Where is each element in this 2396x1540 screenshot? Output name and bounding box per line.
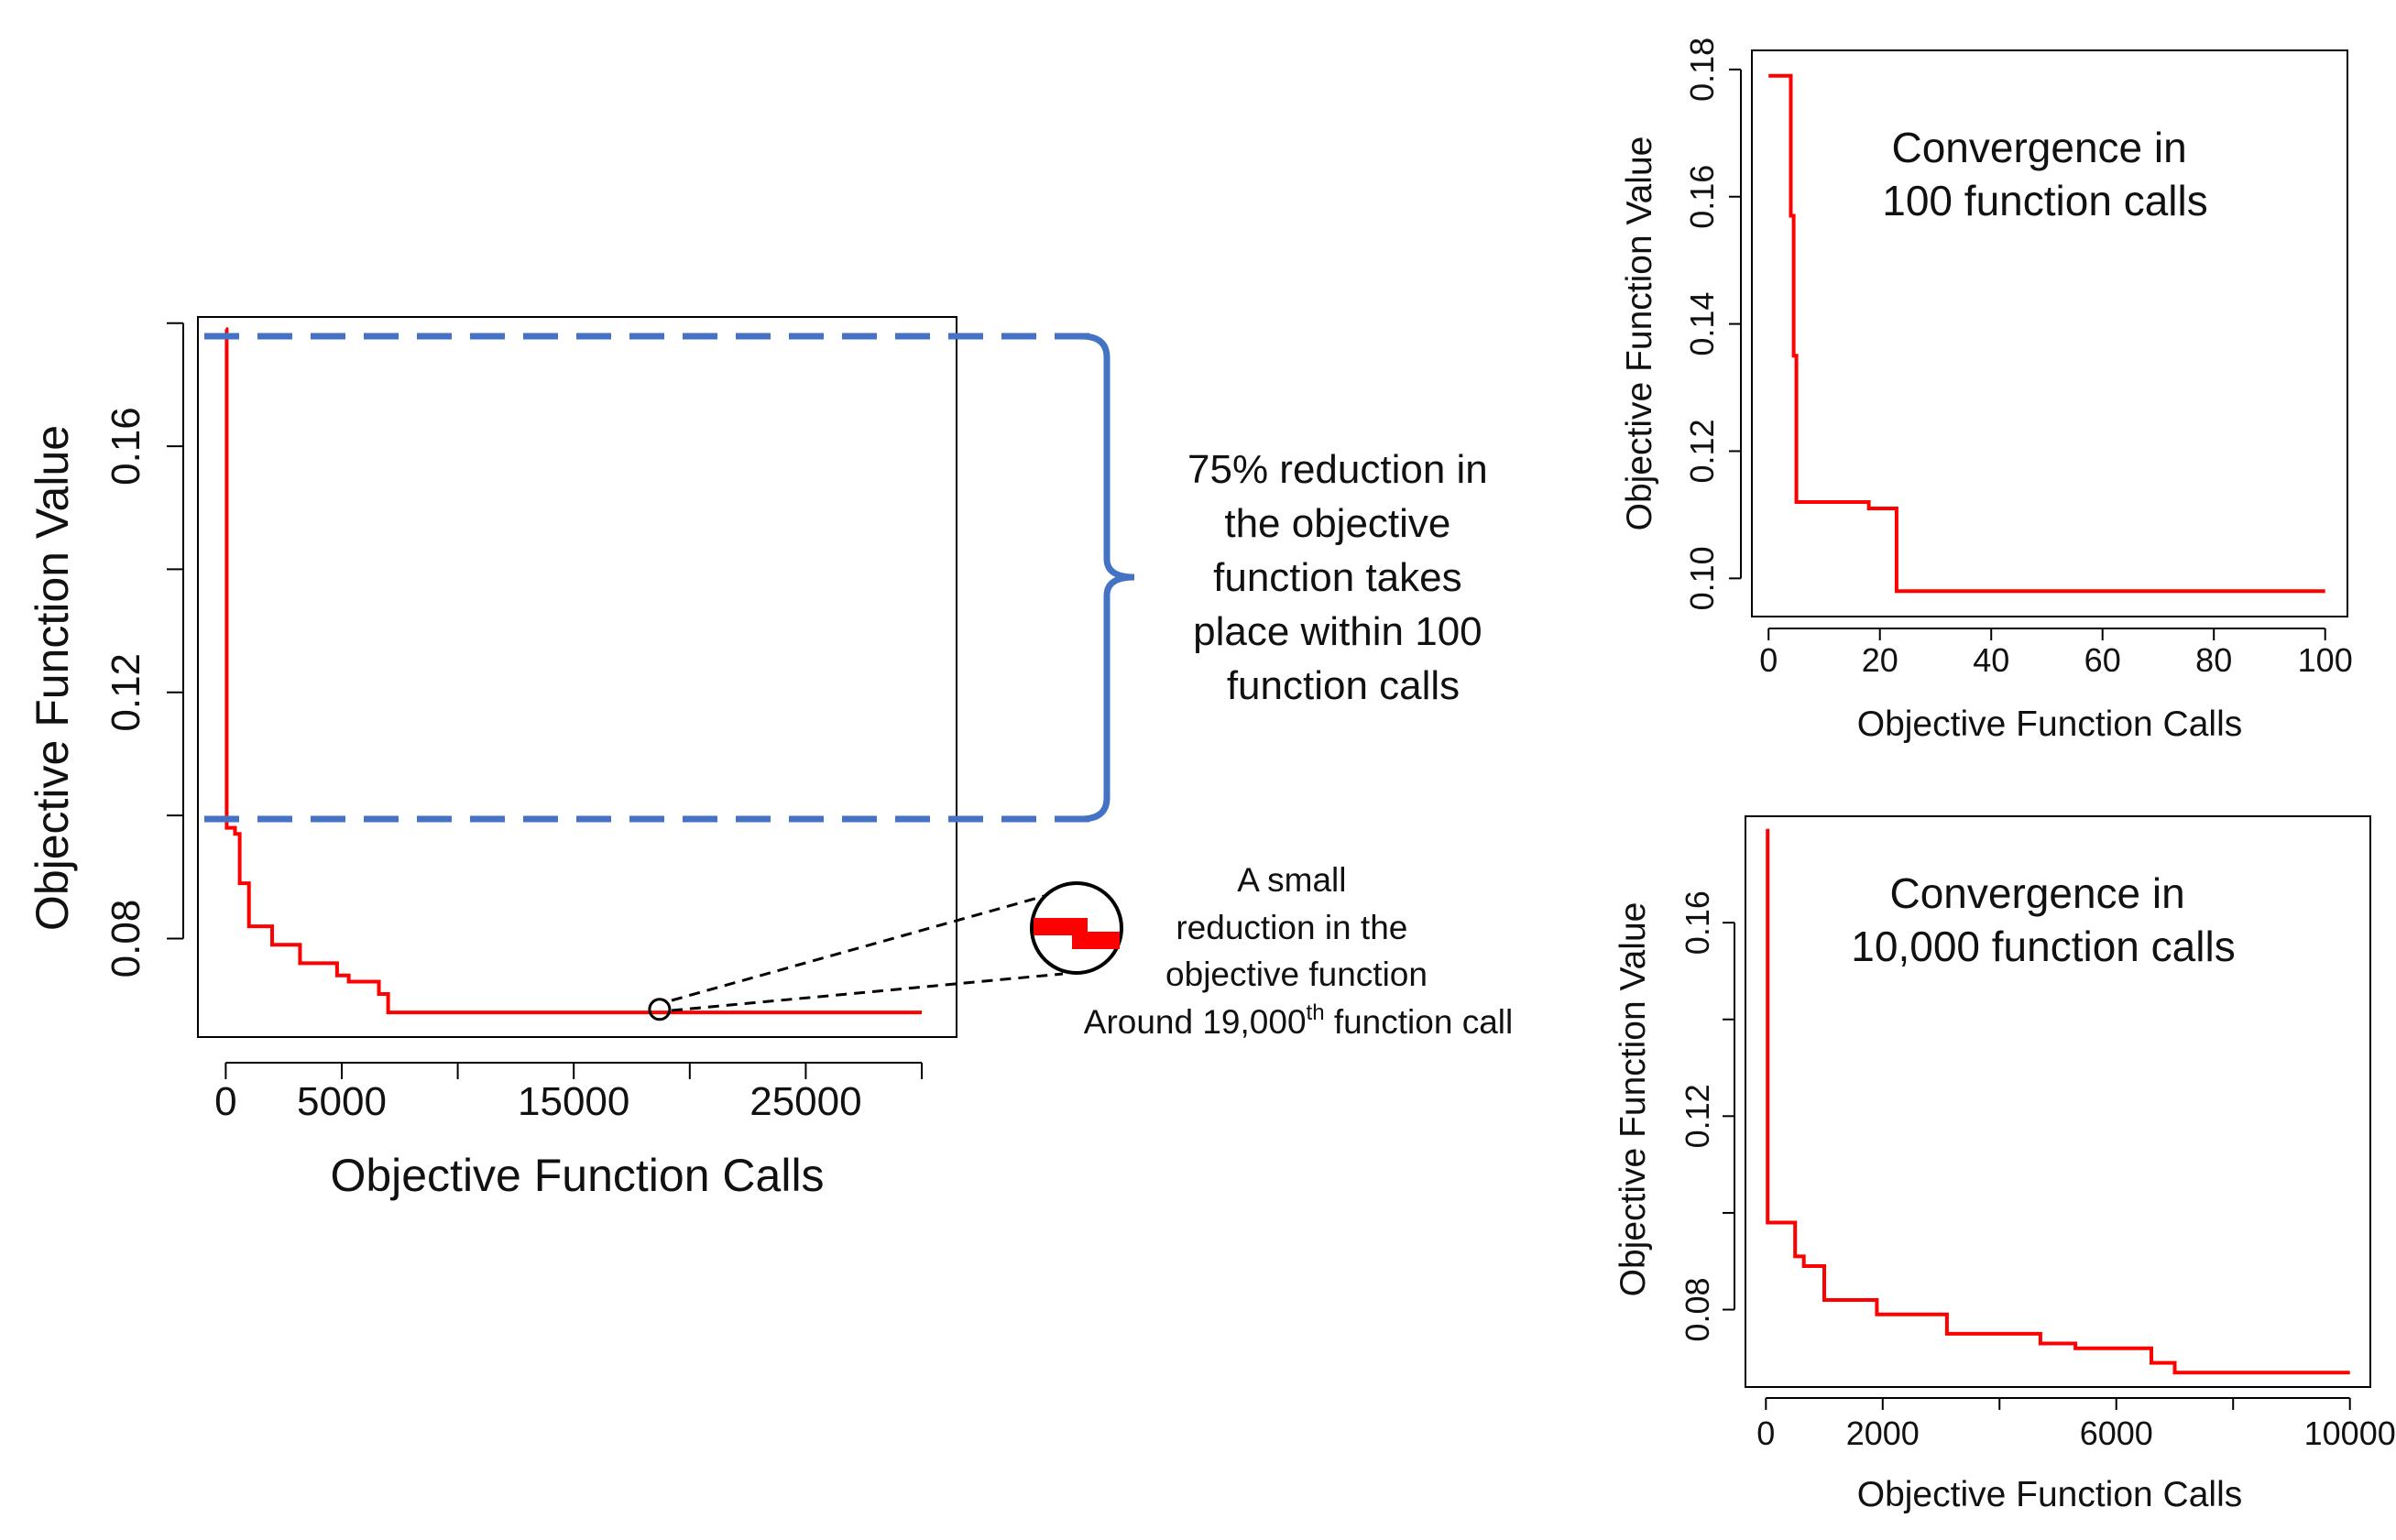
top-right-x-tick-label: 60	[2084, 641, 2121, 679]
reduction-line-1: 75% reduction in	[1187, 447, 1488, 492]
reduction-callout: 75% reduction in the objective function …	[1187, 447, 1499, 708]
top-right-axes: 0 20 40 60 80 100 0.10 0.12 0.14 0.16 0.18	[1683, 38, 2353, 679]
bottom-right-chart: 0 2000 6000 10000 0.08 0.12 0.16 Objective Fun…	[1614, 815, 2396, 1514]
bottom-right-axes: 0 2000 6000 10000 0.08 0.12 0.16	[1679, 890, 2396, 1452]
main-series-line-0	[224, 327, 922, 1015]
bottom-right-y-tick-label: 0.08	[1679, 1277, 1716, 1341]
small-line-1: A small	[1237, 861, 1346, 899]
main-x-tick-label: 0	[214, 1079, 236, 1124]
small-reduction-callout: A small reduction in the objective funct…	[1165, 861, 1428, 993]
top-right-y-tick-label: 0.10	[1683, 546, 1721, 610]
top-right-x-axis-label: Objective Function Calls	[1857, 704, 2243, 744]
main-series	[224, 327, 922, 1015]
bottom-right-series	[1766, 828, 2350, 1375]
top-right-series-line-0	[1768, 73, 2325, 594]
top-right-x-tick-label: 40	[1973, 641, 2009, 679]
zoom-line-upper	[671, 894, 1045, 1002]
top-right-x-tick-label: 100	[2298, 641, 2353, 679]
top-right-x-tick-label: 20	[1862, 641, 1898, 679]
top-right-x-tick-label: 0	[1759, 641, 1778, 679]
small-line-3: objective function	[1165, 956, 1428, 993]
main-y-tick-label: 0.12	[104, 653, 148, 732]
main-x-tick-label: 15000	[518, 1079, 629, 1124]
bottom-right-x-tick-label: 0	[1756, 1414, 1775, 1452]
top-right-annotation-line-2: 100 function calls	[1882, 177, 2207, 224]
main-y-tick-label: 0.08	[104, 900, 148, 978]
main-y-tick-label: 0.16	[104, 407, 148, 486]
main-x-tick-label: 5000	[297, 1079, 387, 1124]
reduction-line-4: place within 100	[1193, 609, 1482, 654]
main-chart: 0 5000 15000 25000 0.08 0.12 0.16 Objective Fu…	[27, 316, 957, 1201]
top-right-y-tick-label: 0.14	[1683, 292, 1721, 356]
bottom-right-series-line-0	[1766, 828, 2350, 1375]
top-right-annotation-line-1: Convergence in	[1892, 124, 2187, 171]
top-right-x-tick-label: 80	[2195, 641, 2232, 679]
around-superscript: th	[1307, 1000, 1325, 1025]
zoom-callout	[648, 881, 1123, 1021]
bottom-right-y-tick-label: 0.12	[1679, 1084, 1716, 1148]
around-call-callout: Around 19,000th function call	[1084, 1000, 1513, 1041]
bottom-right-annotation-line-2: 10,000 function calls	[1851, 923, 2235, 970]
reduction-line-2: the objective	[1224, 501, 1450, 546]
main-x-tick-label: 25000	[749, 1079, 861, 1124]
bottom-right-y-tick-label: 0.16	[1679, 890, 1716, 955]
small-line-2: reduction in the	[1176, 909, 1407, 946]
top-right-plot-frame	[1751, 49, 2348, 617]
main-x-axis-label: Objective Function Calls	[330, 1150, 824, 1201]
highlight-circle	[648, 998, 672, 1021]
bottom-right-y-axis-label: Objective Function Value	[1614, 902, 1653, 1297]
top-right-y-axis-label: Objective Function Value	[1620, 137, 1659, 531]
zoom-step-upper	[1034, 918, 1088, 935]
bottom-right-annotation-line-1: Convergence in	[1890, 869, 2185, 917]
zoom-line-lower	[671, 972, 1064, 1012]
main-plot-frame	[197, 316, 957, 1038]
bottom-right-x-tick-label: 2000	[1846, 1414, 1920, 1452]
top-right-series	[1768, 73, 2325, 594]
around-prefix: Around 19,000	[1084, 1003, 1307, 1041]
zoom-step-lower	[1072, 932, 1120, 949]
reduction-line-5: function calls	[1227, 663, 1460, 708]
bottom-right-annotation: Convergence in 10,000 function calls	[1851, 869, 2235, 970]
main-y-axis-label: Objective Function Value	[27, 425, 78, 931]
top-right-y-tick-label: 0.18	[1683, 38, 1721, 102]
bottom-right-plot-frame	[1745, 815, 2371, 1388]
top-right-annotation: Convergence in 100 function calls	[1882, 124, 2207, 224]
bottom-right-x-axis-label: Objective Function Calls	[1857, 1475, 2243, 1514]
top-right-y-tick-label: 0.16	[1683, 165, 1721, 229]
curly-brace	[1080, 333, 1135, 823]
around-suffix: function call	[1325, 1003, 1514, 1041]
top-right-y-tick-label: 0.12	[1683, 419, 1721, 483]
top-right-chart: 0 20 40 60 80 100 0.10 0.12 0.14 0.16 0.18 Objecti…	[1620, 38, 2353, 744]
main-axes: 0 5000 15000 25000 0.08 0.12 0.16	[104, 322, 924, 1124]
bottom-right-x-tick-label: 10000	[2304, 1414, 2396, 1452]
reduction-bracket	[204, 333, 1135, 823]
reduction-line-3: function takes	[1213, 555, 1462, 600]
bottom-right-x-tick-label: 6000	[2080, 1414, 2153, 1452]
